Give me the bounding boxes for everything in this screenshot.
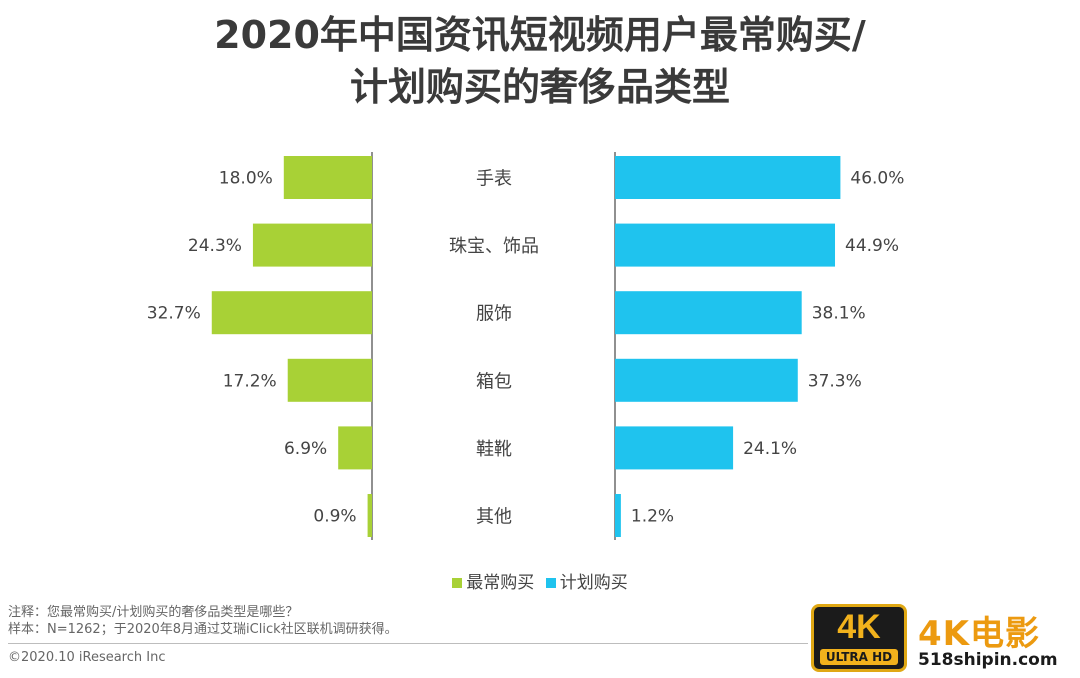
bar-right-1	[615, 223, 836, 267]
legend-swatch-series-1	[452, 578, 463, 588]
legend-label-series-1: 最常购买	[466, 573, 535, 593]
label-right-3: 37.3%	[808, 371, 862, 391]
legend-label-series-2: 计划购买	[559, 573, 628, 593]
watermark-badge-4k: 4K	[837, 608, 881, 646]
note-line-1: 注释：您最常购买/计划购买的奢侈品类型是哪些？	[8, 605, 299, 620]
copyright-text: ©2020.10 iResearch Inc	[8, 650, 166, 665]
chart-title-line2: 计划购买的奢侈品类型	[349, 65, 730, 109]
category-label-3: 箱包	[476, 371, 512, 392]
note-line-2: 样本：N=1262；于2020年8月通过艾瑞iClick社区联机调研获得。	[8, 622, 398, 637]
label-left-4: 6.9%	[284, 439, 327, 459]
label-left-5: 0.9%	[313, 507, 356, 527]
label-right-1: 44.9%	[845, 236, 899, 256]
bar-left-4	[338, 426, 372, 470]
bar-right-0	[615, 156, 841, 199]
chart-notes: 注释：您最常购买/计划购买的奢侈品类型是哪些？ 样本：N=1262；于2020年…	[8, 604, 398, 638]
bar-left-5	[367, 494, 372, 537]
bar-left-0	[283, 156, 372, 199]
legend-swatch-series-2	[545, 578, 556, 588]
label-right-2: 38.1%	[812, 304, 866, 324]
label-left-3: 17.2%	[223, 371, 277, 391]
category-label-5: 其他	[476, 507, 512, 528]
chart-title-line1: 2020年中国资讯短视频用户最常购买/	[214, 13, 866, 57]
bar-right-3	[615, 358, 798, 402]
footer-divider	[8, 643, 808, 644]
chart-legend: 最常购买 计划购买	[0, 568, 1080, 593]
watermark-title: 4K电影	[918, 614, 1041, 654]
legend-item-series-1: 最常购买	[452, 568, 534, 593]
bar-left-3	[287, 358, 372, 402]
label-right-4: 24.1%	[743, 439, 797, 459]
legend-item-series-2: 计划购买	[545, 568, 628, 593]
label-left-0: 18.0%	[219, 169, 273, 189]
category-label-1: 珠宝、饰品	[449, 236, 539, 257]
category-label-2: 服饰	[476, 304, 512, 325]
label-right-5: 1.2%	[631, 507, 674, 527]
watermark-badge-ultrahd: ULTRA HD	[820, 649, 898, 665]
watermark-4k-badge: 4K ULTRA HD	[811, 604, 907, 672]
label-left-1: 24.3%	[188, 236, 242, 256]
bar-left-1	[252, 223, 372, 267]
bar-left-2	[211, 291, 372, 335]
category-label-0: 手表	[476, 169, 512, 190]
label-left-2: 32.7%	[147, 304, 201, 324]
bar-right-4	[615, 426, 734, 470]
bar-right-5	[615, 494, 621, 537]
category-label-4: 鞋靴	[476, 439, 512, 460]
bar-right-2	[615, 291, 802, 335]
label-right-0: 46.0%	[850, 169, 904, 189]
watermark-url: 518shipin.com	[918, 650, 1058, 670]
